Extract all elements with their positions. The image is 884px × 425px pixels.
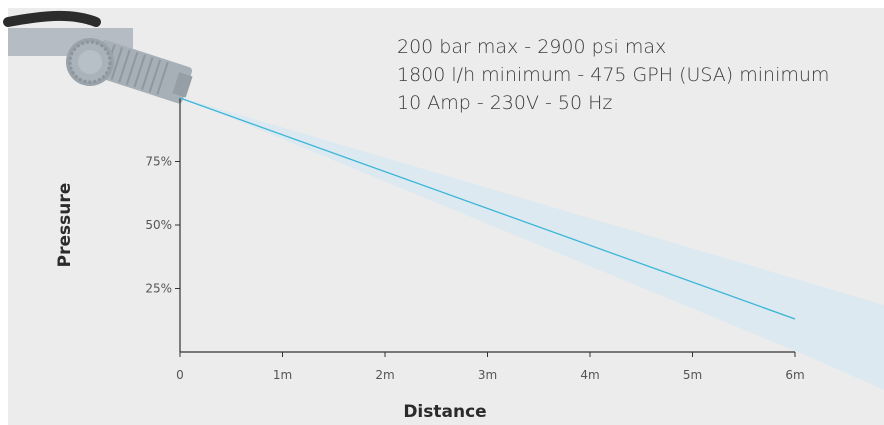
spec-flow: 1800 l/h minimum - 475 GPH (USA) minimum (397, 64, 830, 86)
y-tick-label: 25% (145, 282, 172, 296)
marks (179, 97, 796, 320)
spray-cone (183, 98, 884, 390)
ticks: 0 1m 2m 3m 4m 5m 6m 25% 50% 75% (145, 155, 804, 383)
pressure-line (179, 97, 796, 320)
y-tick-label: 75% (145, 155, 172, 169)
x-tick-label: 0 (176, 368, 184, 382)
spec-text: 200 bar max - 2900 psi max 1800 l/h mini… (397, 33, 829, 117)
spec-electrical: 10 Amp - 230V - 50 Hz (397, 92, 613, 114)
pressure-washer-nozzle-icon (3, 10, 193, 104)
x-tick-label: 2m (375, 368, 394, 382)
x-tick-label: 4m (580, 368, 599, 382)
y-axis-label: Pressure (55, 182, 75, 268)
axes (179, 98, 795, 353)
x-tick-label: 5m (683, 368, 702, 382)
spec-pressure: 200 bar max - 2900 psi max (397, 36, 667, 58)
x-tick-label: 3m (478, 368, 497, 382)
x-axis-label: Distance (403, 402, 487, 422)
y-tick-label: 50% (145, 218, 172, 232)
x-tick-label: 6m (785, 368, 804, 382)
x-tick-label: 1m (273, 368, 292, 382)
